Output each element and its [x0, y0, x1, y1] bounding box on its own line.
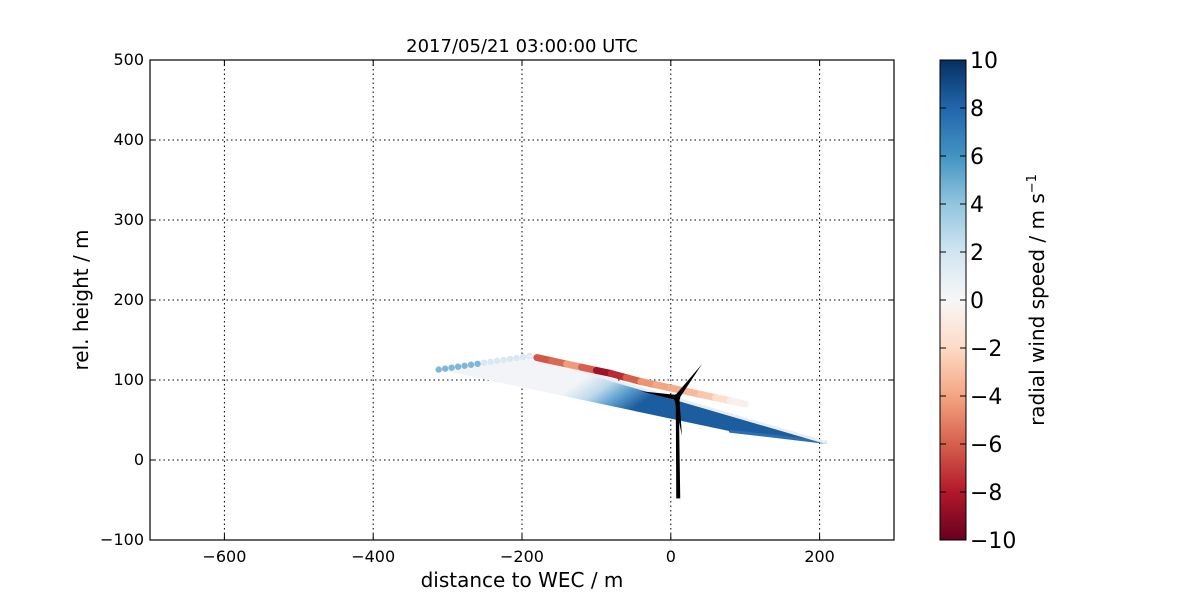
grid-lines [150, 60, 894, 540]
y-tick-label: 200 [113, 290, 144, 309]
scan-edge-point [455, 363, 461, 369]
beam-segment [730, 401, 745, 404]
scan-edge-point [468, 362, 474, 368]
colorbar-tick-label: −10 [970, 529, 1016, 554]
colorbar-tick-label: −6 [970, 433, 1002, 458]
colorbar-tick-label: −4 [970, 385, 1002, 410]
colorbar-tick-label: 0 [970, 289, 984, 314]
colorbar-tick-label: 10 [970, 49, 998, 74]
scan-edge-point [435, 366, 441, 372]
x-axis-ticks: −600 −400 −200 0 200 [202, 60, 834, 566]
x-tick-label: −400 [351, 547, 395, 566]
y-tick-label: 500 [113, 50, 144, 69]
scan-edge-point [461, 363, 467, 369]
colorbar-tick-label: 4 [970, 193, 984, 218]
colorbar-tick-label: 2 [970, 241, 984, 266]
y-tick-label: −100 [100, 530, 144, 549]
y-tick-label: 400 [113, 130, 144, 149]
scan-edge-point [474, 361, 480, 367]
turbine-hub [673, 394, 680, 401]
scan-edge-point [442, 365, 448, 371]
scan-edge-point [500, 357, 506, 363]
scan-edge-point [487, 359, 493, 365]
scan-edge-point [448, 364, 454, 370]
colorbar-label-text: radial wind speed / m s [1025, 193, 1049, 426]
scan-edge-point [481, 360, 487, 366]
colorbar-tick-label: 8 [970, 97, 984, 122]
x-tick-label: −600 [202, 547, 246, 566]
chart-title: 2017/05/21 03:00:00 UTC [406, 36, 638, 57]
colorbar: −10 −8 −6 −4 −2 0 2 4 6 8 10 radial wind speed / m… [940, 49, 1049, 554]
scan-edge-point [520, 354, 526, 360]
x-tick-label: −200 [500, 547, 544, 566]
plot-area [435, 353, 825, 499]
scan-edge-point [513, 355, 519, 361]
y-tick-label: 0 [134, 450, 144, 469]
y-axis-label: rel. height / m [69, 229, 93, 370]
colorbar-label-exponent: −1 [1025, 174, 1040, 193]
scan-fan-layer [435, 353, 825, 443]
x-tick-label: 200 [804, 547, 835, 566]
scan-edge-point [494, 358, 500, 364]
y-tick-label: 100 [113, 370, 144, 389]
colorbar-tick-label: 6 [970, 145, 984, 170]
scan-edge-point [507, 356, 513, 362]
y-tick-label: 300 [113, 210, 144, 229]
colorbar-tick-label: −8 [970, 481, 1002, 506]
x-axis-label: distance to WEC / m [421, 568, 624, 592]
scan-fan-wedge [439, 356, 826, 442]
colorbar-tick-label: −2 [970, 337, 1002, 362]
x-tick-label: 0 [666, 547, 676, 566]
colorbar-label: radial wind speed / m s−1 [1025, 174, 1049, 426]
